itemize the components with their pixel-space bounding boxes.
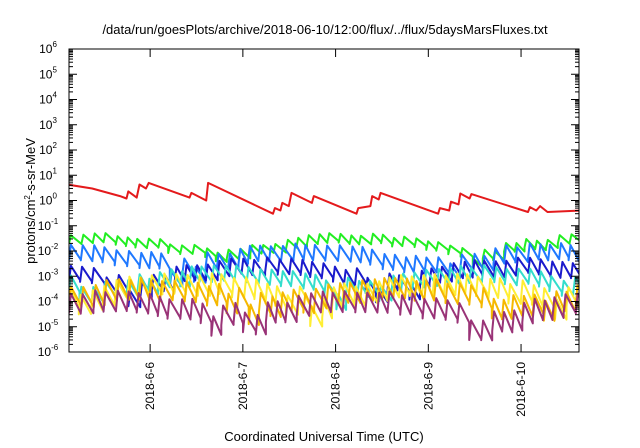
chart-title: /data/run/goesPlots/archive/2018-06-10/1… xyxy=(102,22,548,37)
y-tick-label: 10-5 xyxy=(38,318,59,334)
x-tick-label: 2018-6-7 xyxy=(236,362,250,410)
y-tick-label: 106 xyxy=(39,40,57,56)
x-tick-label: 2018-6-6 xyxy=(143,362,157,410)
tick-layer: 10-6 10-5 10-4 10-3 10-2 10-1 100 101 102 103 104 1… xyxy=(38,40,579,417)
y-tick-label: 10-1 xyxy=(38,217,59,233)
y-tick-label: 101 xyxy=(39,166,57,182)
y-tick-label: 102 xyxy=(39,141,57,157)
y-tick-label: 103 xyxy=(39,116,57,132)
y-tick-label: 104 xyxy=(39,91,57,107)
svg-text:protons/cm2-s-sr-MeV: protons/cm2-s-sr-MeV xyxy=(23,138,38,264)
series-line-3 xyxy=(69,242,579,289)
x-tick-label: 2018-6-8 xyxy=(329,362,343,410)
x-tick-label: 2018-6-9 xyxy=(421,362,435,410)
y-tick-label: 10-4 xyxy=(38,293,59,309)
x-tick-label: 2018-6-10 xyxy=(514,362,528,417)
series-line-1 xyxy=(69,181,579,215)
plot-frame xyxy=(68,48,580,353)
y-axis-label: protons/cm2-s-sr-MeV xyxy=(23,138,38,264)
y-tick-label: 10-2 xyxy=(38,242,59,258)
y-tick-label: 105 xyxy=(39,65,57,81)
y-tick-label: 100 xyxy=(39,192,57,208)
series-layer xyxy=(69,181,579,342)
y-tick-label: 10-3 xyxy=(38,267,59,283)
series-line-8 xyxy=(69,289,579,342)
y-tick-label: 10-6 xyxy=(38,343,59,359)
x-axis-label: Coordinated Universal Time (UTC) xyxy=(224,429,423,444)
